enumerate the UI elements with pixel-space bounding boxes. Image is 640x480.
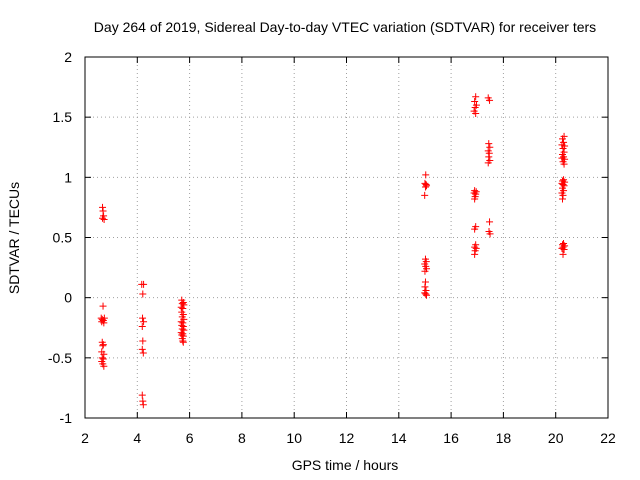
data-point: [486, 218, 494, 226]
data-point: [421, 191, 429, 199]
data-point: [139, 401, 147, 409]
data-point: [99, 341, 107, 349]
x-tick-label: 22: [600, 430, 616, 446]
data-point: [472, 93, 480, 101]
data-point: [178, 325, 186, 333]
data-point: [178, 300, 186, 308]
data-point: [485, 140, 493, 148]
x-tick-label: 8: [238, 430, 246, 446]
data-point: [421, 283, 429, 291]
data-point: [100, 362, 108, 370]
data-point: [422, 290, 430, 298]
x-tick-label: 10: [286, 430, 302, 446]
y-tick-label: -1: [60, 410, 73, 426]
data-point: [99, 342, 107, 350]
data-point: [178, 321, 186, 329]
y-tick-label: 1.5: [53, 109, 73, 125]
data-point: [99, 203, 107, 211]
data-point: [179, 338, 187, 346]
data-point: [471, 195, 479, 203]
data-point: [470, 189, 478, 197]
data-point: [486, 230, 494, 238]
data-point: [100, 215, 108, 223]
data-point: [558, 135, 566, 143]
data-point: [139, 290, 147, 298]
data-point: [559, 250, 567, 258]
y-tick-label: 2: [64, 49, 72, 65]
data-point: [559, 191, 567, 199]
data-point: [138, 345, 146, 353]
data-point: [99, 302, 107, 310]
data-point: [177, 303, 185, 311]
x-tick-label: 6: [186, 430, 194, 446]
x-tick-label: 14: [391, 430, 407, 446]
data-point: [139, 314, 147, 322]
data-point: [471, 225, 479, 233]
y-tick-label: 0.5: [53, 230, 73, 246]
data-point: [178, 331, 186, 339]
data-point: [99, 214, 107, 222]
data-point: [485, 149, 493, 157]
data-point: [138, 391, 146, 399]
x-tick-label: 18: [496, 430, 512, 446]
data-point: [139, 349, 147, 357]
data-point: [100, 314, 108, 322]
data-point: [139, 337, 147, 345]
data-point: [472, 110, 480, 118]
data-point: [421, 278, 429, 286]
data-point: [559, 181, 567, 189]
chart-title: Day 264 of 2019, Sidereal Day-to-day VTE…: [94, 19, 596, 35]
data-point: [98, 354, 106, 362]
data-point: [484, 159, 492, 167]
data-point: [560, 160, 568, 168]
data-point: [559, 144, 567, 152]
data-point: [99, 207, 107, 215]
data-point: [179, 304, 187, 312]
data-point: [471, 247, 479, 255]
x-tick-label: 16: [443, 430, 459, 446]
data-point: [179, 337, 187, 345]
data-point: [471, 250, 479, 258]
data-point: [140, 280, 148, 288]
x-axis-label: GPS time / hours: [292, 457, 399, 473]
data-point: [471, 243, 479, 251]
y-tick-label: 0: [64, 290, 72, 306]
data-point: [140, 318, 148, 326]
data-point: [421, 267, 429, 275]
data-point: [423, 182, 431, 190]
x-tick-label: 20: [548, 430, 564, 446]
data-point: [486, 143, 494, 151]
x-tick-label: 4: [133, 430, 141, 446]
data-point: [486, 96, 494, 104]
data-point: [139, 397, 147, 405]
data-point: [423, 291, 431, 299]
data-point: [485, 153, 493, 161]
x-axis: 2 4 6 8 10 12 14 16 18 20 22: [81, 57, 616, 446]
data-point: [471, 98, 479, 106]
data-point: [471, 104, 479, 112]
y-axis-label: SDTVAR / TECUs: [6, 182, 22, 294]
data-point: [558, 195, 566, 203]
y-tick-label: -0.5: [48, 350, 72, 366]
data-point: [138, 323, 146, 331]
data-point: [422, 171, 430, 179]
x-tick-label: 12: [339, 430, 355, 446]
grid-lines: [85, 57, 608, 418]
y-tick-label: 1: [64, 169, 72, 185]
data-point: [421, 183, 429, 191]
data-point: [100, 319, 108, 327]
data-point: [560, 246, 568, 254]
data-point: [100, 350, 108, 358]
data-point: [177, 318, 185, 326]
y-axis: -1 -0.5 0 0.5 1 1.5 2: [48, 49, 608, 426]
data-points: [97, 93, 569, 409]
x-tick-label: 2: [81, 430, 89, 446]
